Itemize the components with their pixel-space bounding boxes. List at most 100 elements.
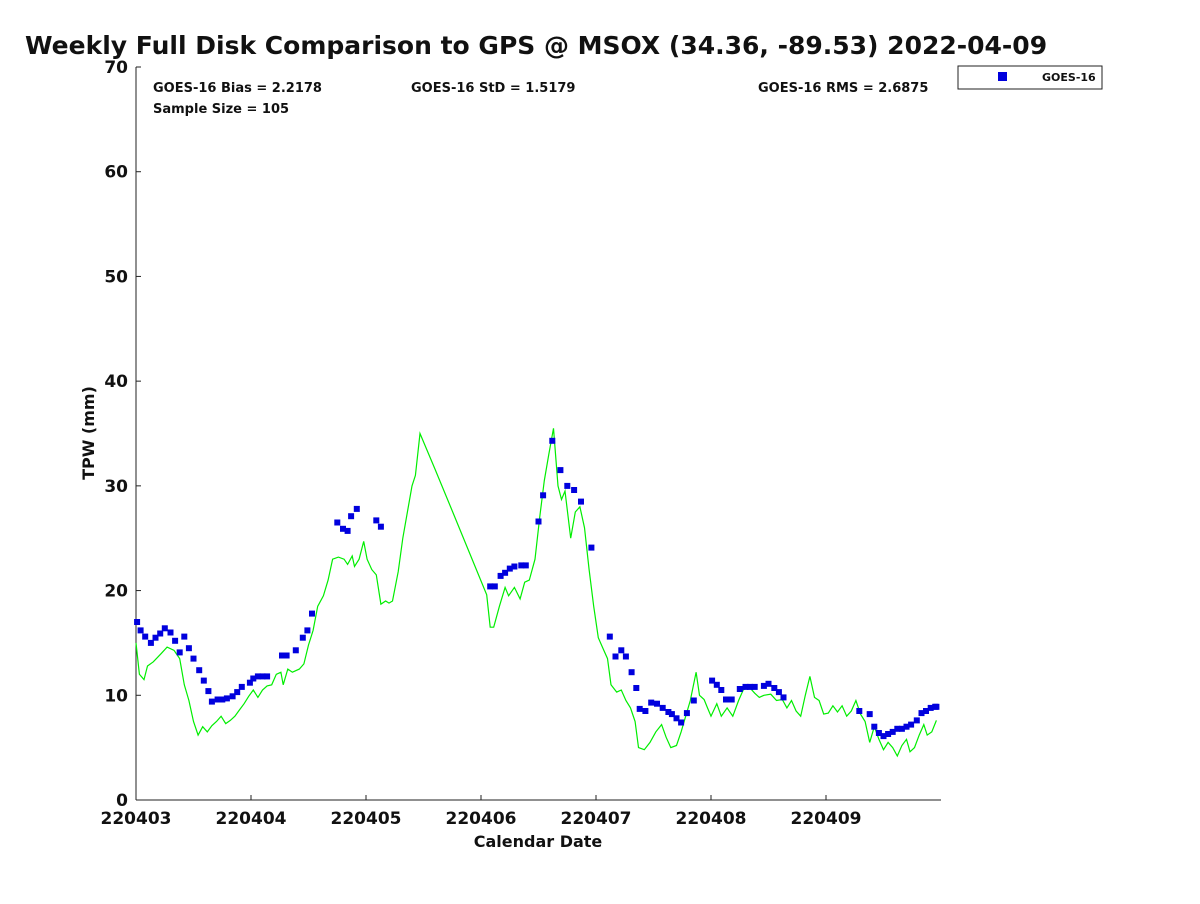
goes16-point [259,673,266,680]
goes16-point [283,652,290,659]
goes16-point [137,627,144,634]
goes16-point [678,719,685,726]
y-axis-ticks: 0 10 20 30 40 50 60 70 [104,58,141,811]
goes16-point [292,647,299,654]
goes16-point [340,525,346,532]
goes16-point [238,683,245,690]
sample-size-stat: Sample Size = 105 [153,102,289,117]
goes16-point [147,639,154,646]
goes16-point [771,685,778,691]
goes16-point [353,505,360,512]
chart-title: Weekly Full Disk Comparison to GPS @ MSO… [25,31,1047,60]
goes16-point [549,437,556,444]
y-axis-label: TPW (mm) [79,386,98,480]
goes16-point [167,629,174,636]
goes16-point [214,696,221,703]
goes16-point [535,518,542,525]
goes16-point [668,711,675,718]
goes16-point [299,634,306,641]
goes16-point [918,710,925,717]
goes16-point [571,487,578,493]
goes16-point [309,610,315,617]
y-tick-label: 20 [104,582,128,602]
goes16-point [894,725,901,732]
goes16-point [780,694,787,701]
x-axis-label: Calendar Date [474,832,603,851]
x-axis-ticks: 220403 220404 220405 220406 220407 220408 2204… [101,795,861,829]
goes16-point [880,733,887,740]
goes16-point [134,619,141,625]
goes16-point [628,669,635,676]
legend: GOES-16 [957,65,1103,90]
goes16-point [588,544,595,551]
goes16-point [898,725,905,732]
goes16-point [889,728,896,735]
goes16-point [728,696,735,703]
goes16-point [200,677,207,684]
y-tick-label: 10 [104,686,128,706]
goes16-point [279,652,285,659]
goes16-point [377,523,384,530]
goes16-point [250,675,257,682]
goes16-point [723,696,729,703]
goes16-point [152,634,159,641]
x-tick-label: 220403 [101,809,172,829]
goes16-point [205,688,212,695]
goes16-point [208,698,215,705]
goes16-point [161,625,168,632]
goes16-point [348,513,355,520]
goes16-point [502,569,509,576]
goes16-point [578,498,584,505]
goes16-point [334,519,341,526]
goes16-point [751,683,758,690]
goes16-point [736,686,743,692]
goes16-point [564,482,571,489]
goes16-point [673,715,680,722]
goes16-point [612,653,619,660]
goes16-scatter-series [134,437,940,740]
rms-stat: GOES-16 RMS = 2.6875 [758,81,928,96]
goes16-point [172,637,179,644]
goes16-point [557,467,564,474]
goes16-point [747,683,754,690]
goes16-point [742,683,749,690]
goes16-point [219,696,226,703]
goes16-point [181,633,188,640]
x-tick-label: 220407 [561,809,632,829]
goes16-point [229,693,236,700]
goes16-point [765,680,772,687]
goes16-point [196,667,203,674]
y-tick-label: 0 [116,791,128,811]
goes16-point [856,708,863,714]
y-tick-label: 50 [104,267,128,287]
goes16-point [665,709,672,715]
plot-area [135,67,941,801]
goes16-point [775,689,782,696]
goes16-point [648,699,655,706]
goes16-point [903,723,910,730]
gps-tpw-line [135,428,937,758]
goes16-point [264,673,271,680]
goes16-point [518,562,525,569]
goes16-point [176,649,183,656]
goes16-point [223,695,230,702]
goes16-point [511,563,518,570]
legend-box [957,65,1103,90]
goes16-point [871,723,878,730]
goes16-point [304,627,311,634]
goes16-point [718,687,725,693]
y-tick-label: 40 [104,372,128,392]
goes16-point [254,673,261,680]
goes16-point [373,517,380,524]
y-tick-label: 70 [104,58,128,78]
goes16-point [636,705,643,712]
goes16-point [185,645,192,652]
goes16-point [487,583,494,590]
goes16-point [875,730,882,736]
goes16-point [683,710,690,717]
std-stat: GOES-16 StD = 1.5179 [411,81,575,96]
x-tick-label: 220408 [676,809,747,829]
goes16-point [709,677,716,684]
goes16-point [923,708,929,714]
